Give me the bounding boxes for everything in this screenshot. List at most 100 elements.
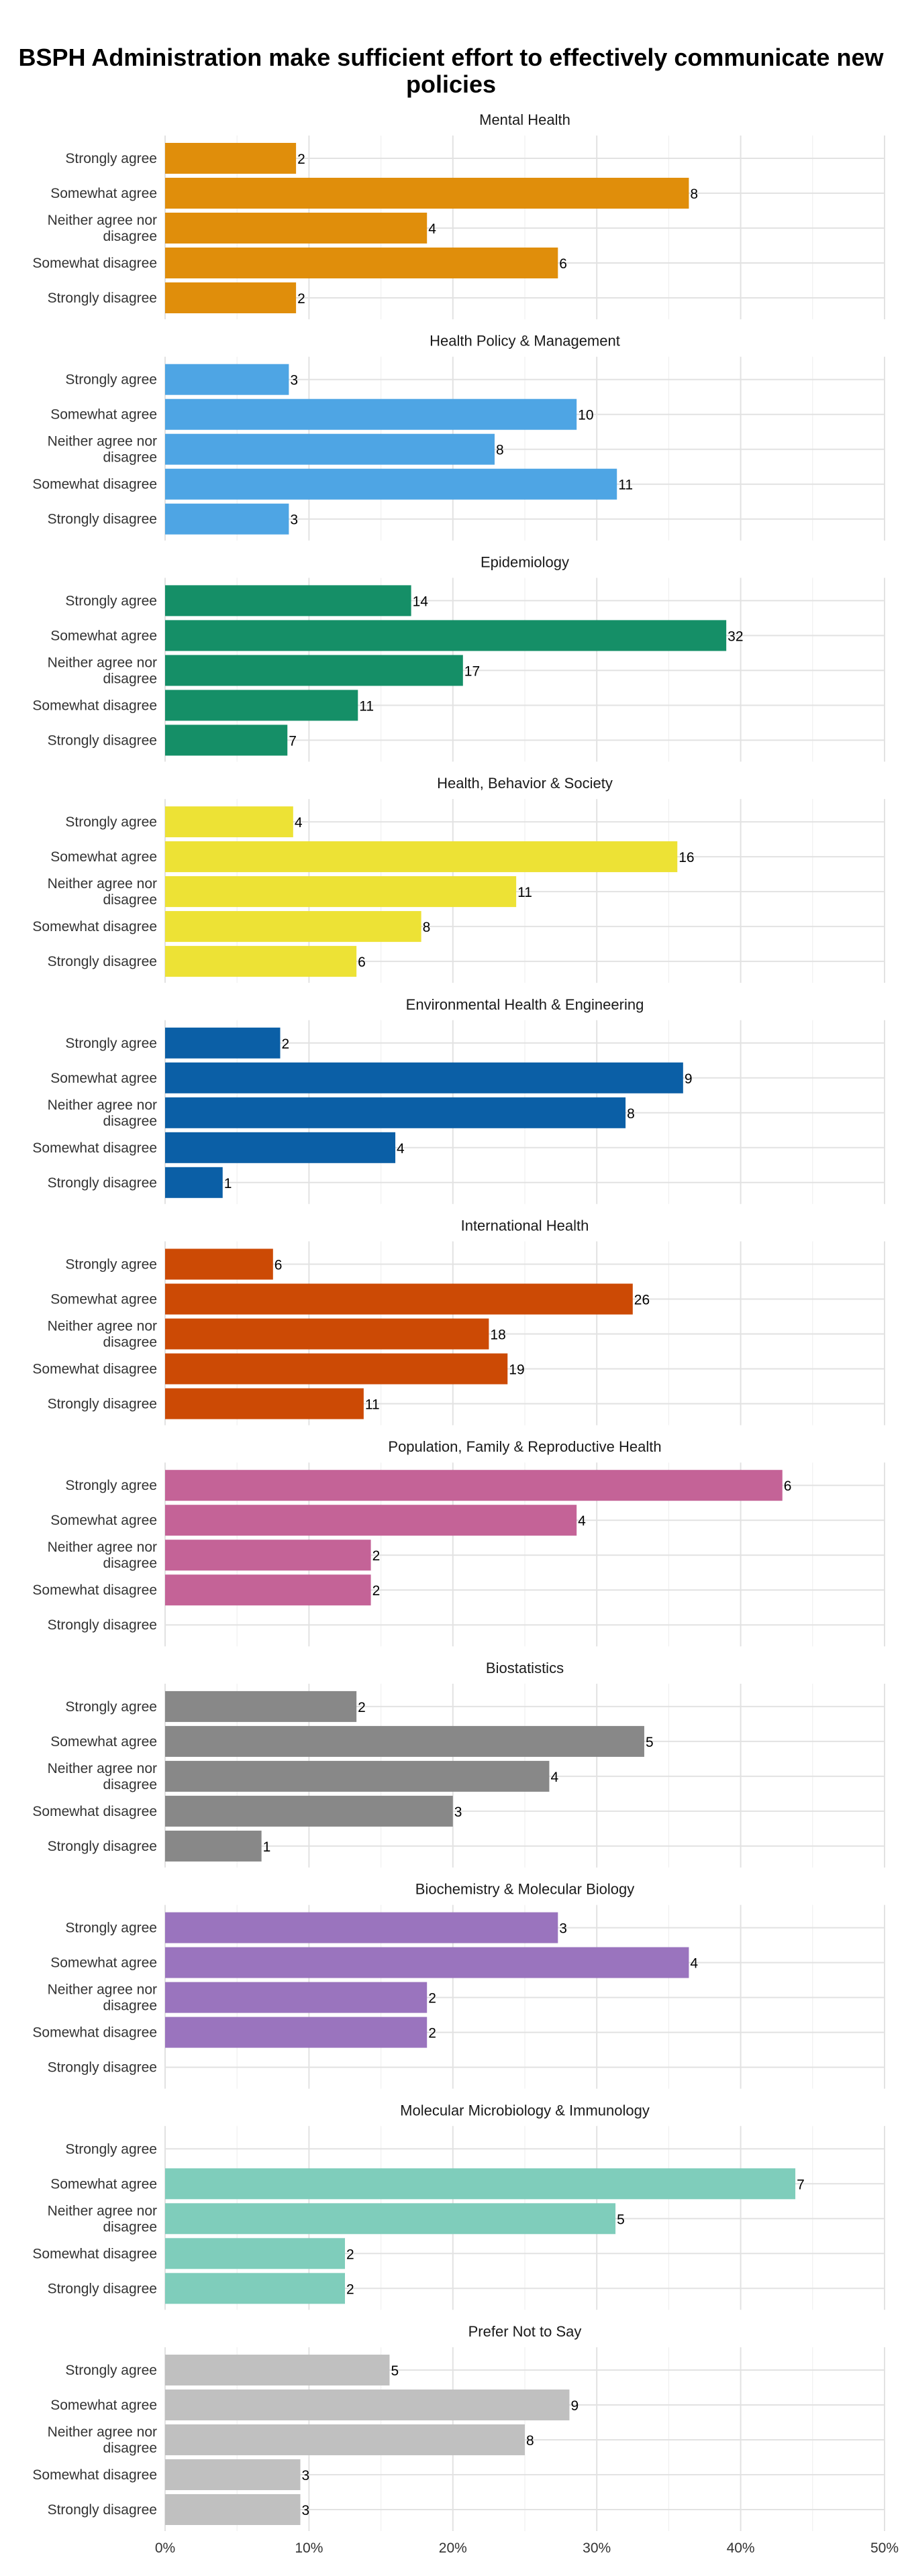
category-label: Strongly disagree bbox=[48, 2502, 157, 2518]
bar bbox=[165, 2168, 796, 2200]
bar bbox=[165, 1167, 223, 1198]
data-label: 2 bbox=[428, 1991, 436, 2006]
bar bbox=[165, 876, 517, 908]
data-label: 32 bbox=[728, 629, 743, 644]
category-label: Neither agree nor disagree bbox=[48, 2203, 157, 2235]
category-label: Somewhat disagree bbox=[32, 1582, 157, 1598]
x-tick-label: 50% bbox=[870, 2540, 899, 2556]
category-label: Strongly disagree bbox=[48, 2060, 157, 2076]
data-label: 17 bbox=[464, 663, 480, 679]
data-label: 3 bbox=[302, 2468, 310, 2483]
bar bbox=[165, 1062, 683, 1093]
x-tick-label: 10% bbox=[295, 2540, 323, 2556]
chart-title: BSPH Administration make sufficient effo… bbox=[18, 44, 884, 98]
bar bbox=[165, 2273, 345, 2304]
data-label: 1 bbox=[263, 1839, 271, 1855]
bar bbox=[165, 1353, 508, 1385]
bar bbox=[165, 398, 577, 430]
data-label: 1 bbox=[224, 1176, 232, 1191]
panel-title: Population, Family & Reproductive Health bbox=[388, 1438, 661, 1455]
category-label: Somewhat agree bbox=[50, 1292, 157, 1307]
data-label: 10 bbox=[578, 408, 593, 423]
data-label: 3 bbox=[302, 2503, 310, 2518]
bar bbox=[165, 946, 357, 977]
x-tick-label: 40% bbox=[727, 2540, 755, 2556]
category-label: Strongly agree bbox=[65, 2363, 157, 2378]
data-label: 11 bbox=[517, 885, 532, 900]
category-label: Strongly disagree bbox=[48, 954, 157, 969]
panel-title: Biochemistry & Molecular Biology bbox=[415, 1881, 634, 1898]
bar bbox=[165, 364, 289, 395]
category-label: Somewhat disagree bbox=[32, 2246, 157, 2261]
data-label: 3 bbox=[290, 513, 298, 528]
category-label: Somewhat disagree bbox=[32, 1140, 157, 1156]
bar bbox=[165, 841, 678, 873]
panel-title: Health Policy & Management bbox=[430, 333, 620, 350]
bar bbox=[165, 2238, 345, 2269]
bar bbox=[165, 1690, 357, 1722]
category-label: Somewhat disagree bbox=[32, 256, 157, 271]
data-label: 5 bbox=[646, 1735, 654, 1750]
bar bbox=[165, 1947, 689, 1978]
data-label: 9 bbox=[570, 2398, 579, 2414]
category-label: Somewhat agree bbox=[50, 628, 157, 643]
data-label: 11 bbox=[359, 698, 374, 714]
category-label: Neither agree nor disagree bbox=[48, 1761, 157, 1792]
bar bbox=[165, 178, 689, 209]
bar bbox=[165, 2494, 301, 2525]
data-label: 2 bbox=[372, 1583, 381, 1599]
bar bbox=[165, 143, 297, 174]
category-label: Strongly agree bbox=[65, 1478, 157, 1493]
bar bbox=[165, 690, 358, 721]
data-label: 8 bbox=[690, 186, 698, 202]
panel-title: Molecular Microbiology & Immunology bbox=[400, 2102, 650, 2118]
bar bbox=[165, 585, 411, 616]
bar bbox=[165, 1540, 371, 1571]
x-tick-label: 20% bbox=[439, 2540, 467, 2556]
category-label: Strongly disagree bbox=[48, 290, 157, 306]
category-label: Somewhat agree bbox=[50, 1513, 157, 1528]
data-label: 8 bbox=[496, 443, 504, 458]
x-tick-label: 0% bbox=[155, 2540, 175, 2556]
bar bbox=[165, 1725, 644, 1757]
category-label: Strongly agree bbox=[65, 372, 157, 388]
bar bbox=[165, 2203, 616, 2235]
panel-title: Prefer Not to Say bbox=[468, 2323, 582, 2340]
bar bbox=[165, 1574, 371, 1606]
data-label: 7 bbox=[797, 2177, 805, 2192]
bar bbox=[165, 620, 727, 651]
bar bbox=[165, 1248, 273, 1280]
category-label: Somewhat agree bbox=[50, 2398, 157, 2413]
category-label: Neither agree nor disagree bbox=[48, 655, 157, 686]
data-label: 6 bbox=[358, 955, 366, 970]
category-label: Strongly agree bbox=[65, 2141, 157, 2157]
category-label: Somewhat agree bbox=[50, 1071, 157, 1086]
category-label: Neither agree nor disagree bbox=[48, 1982, 157, 2014]
category-label: Somewhat agree bbox=[50, 1734, 157, 1750]
data-label: 2 bbox=[282, 1036, 290, 1052]
category-label: Strongly disagree bbox=[48, 1175, 157, 1191]
category-label: Strongly agree bbox=[65, 151, 157, 166]
category-label: Neither agree nor disagree bbox=[48, 1319, 157, 1350]
data-label: 4 bbox=[578, 1513, 586, 1529]
category-label: Somewhat agree bbox=[50, 1955, 157, 1971]
category-label: Strongly disagree bbox=[48, 1397, 157, 1412]
bar bbox=[165, 1318, 489, 1350]
bar bbox=[165, 2390, 570, 2420]
bar bbox=[165, 1760, 550, 1792]
category-label: Strongly agree bbox=[65, 1036, 157, 1051]
category-label: Strongly agree bbox=[65, 1921, 157, 1936]
category-label: Somewhat agree bbox=[50, 849, 157, 865]
data-label: 3 bbox=[290, 373, 298, 388]
bar bbox=[165, 282, 297, 313]
data-label: 9 bbox=[685, 1071, 693, 1087]
bar bbox=[165, 1912, 558, 1943]
panel-title: Epidemiology bbox=[481, 553, 569, 570]
bar bbox=[165, 468, 617, 500]
bar bbox=[165, 911, 421, 943]
category-label: Strongly disagree bbox=[48, 733, 157, 748]
bar bbox=[165, 1505, 577, 1536]
panel-title: Mental Health bbox=[479, 111, 570, 128]
data-label: 11 bbox=[365, 1397, 380, 1413]
category-label: Neither agree nor disagree bbox=[48, 213, 157, 244]
